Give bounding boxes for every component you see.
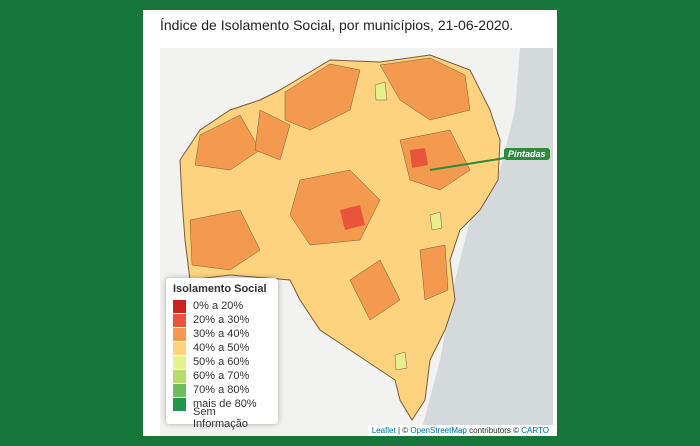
legend-swatch bbox=[173, 327, 186, 341]
legend-title: Isolamento Social bbox=[173, 283, 267, 295]
legend-item: 40% a 50% bbox=[173, 341, 271, 355]
attribution: Leaflet | © OpenStreetMap contributors ©… bbox=[367, 425, 553, 436]
legend-swatch bbox=[173, 369, 186, 383]
legend-swatch bbox=[173, 299, 186, 313]
legend-label: 30% a 40% bbox=[193, 328, 250, 340]
legend-swatch bbox=[173, 383, 186, 397]
legend-swatch bbox=[173, 412, 186, 425]
legend-label: mais de 80% bbox=[193, 398, 257, 410]
legend-item: 0% a 20% bbox=[173, 299, 271, 313]
legend-label: 60% a 70% bbox=[193, 370, 250, 382]
legend-swatch bbox=[173, 313, 186, 327]
legend-item: 30% a 40% bbox=[173, 327, 271, 341]
attribution-separator: | © bbox=[397, 426, 409, 435]
dark-patches bbox=[340, 148, 428, 230]
legend-label: 40% a 50% bbox=[193, 342, 250, 354]
legend-label: 20% a 30% bbox=[193, 314, 250, 326]
title: Índice de Isolamento Social, por municíp… bbox=[160, 17, 514, 33]
legend-label: 50% a 60% bbox=[193, 356, 250, 368]
legend-swatch bbox=[173, 355, 186, 369]
legend-swatch bbox=[173, 341, 186, 355]
marker-label[interactable]: Pintadas bbox=[504, 148, 550, 160]
carto-link[interactable]: CARTO bbox=[521, 426, 549, 435]
attribution-text: contributors © bbox=[469, 426, 520, 435]
marker-line bbox=[429, 157, 506, 171]
legend-label: Sem Informação bbox=[193, 406, 249, 430]
legend-item: Sem Informação bbox=[173, 406, 271, 430]
sea bbox=[420, 48, 553, 436]
legend-label: 0% a 20% bbox=[193, 300, 244, 312]
legend-items: 0% a 20% 20% a 30% 30% a 40% 40% a 50% 50% a… bbox=[173, 299, 271, 430]
legend-item: 60% a 70% bbox=[173, 369, 271, 383]
legend-item: mais de 80% bbox=[173, 397, 271, 411]
legend-item: 70% a 80% bbox=[173, 383, 271, 397]
leaflet-link[interactable]: Leaflet bbox=[371, 426, 396, 435]
light-patches bbox=[374, 81, 443, 371]
legend-label: 70% a 80% bbox=[193, 384, 250, 396]
legend-item: 50% a 60% bbox=[173, 355, 271, 369]
legend-item: 20% a 30% bbox=[173, 313, 271, 327]
legend: Isolamento Social 0% a 20% 20% a 30% 30% a… bbox=[166, 278, 278, 430]
legend-swatch bbox=[173, 397, 186, 411]
osm-link[interactable]: OpenStreetMap bbox=[410, 426, 467, 435]
